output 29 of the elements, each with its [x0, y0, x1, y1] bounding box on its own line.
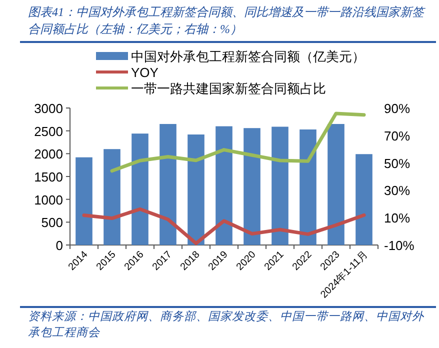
- y-tick-label: 1500: [34, 170, 63, 184]
- bar: [188, 134, 204, 245]
- y2-tick-label: 50%: [384, 156, 410, 171]
- y-tick-label: 1000: [34, 192, 63, 208]
- y2-tick-label: 10%: [384, 210, 410, 226]
- bar: [160, 124, 176, 245]
- y2-tick-label: 90%: [384, 101, 410, 116]
- y-tick-label: 2500: [34, 124, 63, 139]
- bar: [244, 128, 260, 245]
- y2-tick-label: -10%: [384, 238, 415, 253]
- bar: [300, 129, 316, 245]
- bar: [76, 157, 92, 245]
- legend-label: YOY: [131, 65, 159, 80]
- y-tick-label: 500: [41, 215, 63, 230]
- bar: [328, 124, 344, 245]
- annotation: 资料来源：中国政府网、商务部、国家发改委、中国一带一路网、中国对外承包工程商会: [28, 309, 425, 341]
- y-tick-label: 2000: [34, 146, 63, 162]
- legend-label: 中国对外承包工程新签合同额（亿美元）: [131, 49, 365, 64]
- bar: [216, 126, 232, 245]
- bar: [132, 134, 148, 245]
- y-tick-label: 3000: [34, 101, 63, 116]
- bar: [104, 149, 120, 245]
- bar: [272, 126, 288, 245]
- bar: [356, 154, 372, 245]
- y2-tick-label: 30%: [384, 183, 410, 198]
- legend-label: 一带一路共建国家新签合同额占比: [131, 81, 326, 96]
- y-tick-label: 0: [56, 238, 63, 253]
- y2-tick-label: 70%: [384, 128, 410, 144]
- title: 图表41：中国对外承包工程新签合同额、同比增速及一带一路沿线国家新签合同额占比（左轴：亿美元；右轴：%）: [28, 4, 426, 38]
